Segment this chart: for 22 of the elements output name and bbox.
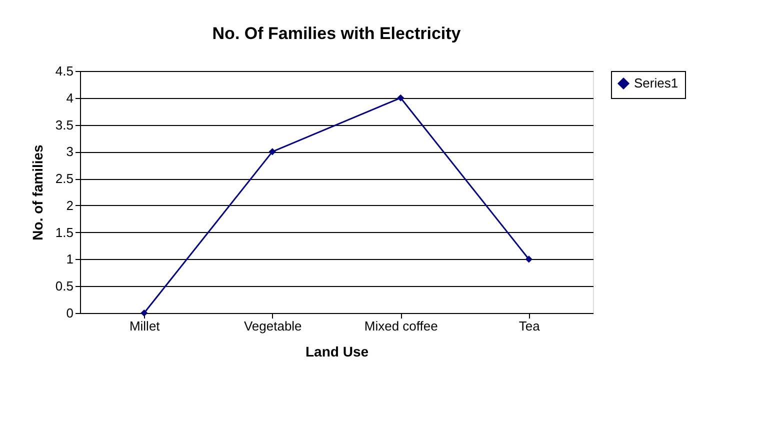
legend-label: Series1 <box>634 76 678 90</box>
y-tick-label: 3.5 <box>55 117 74 132</box>
y-tick-label: 1 <box>66 252 74 267</box>
y-tick-label: 3 <box>66 144 74 160</box>
point <box>397 94 404 102</box>
x-tick-label: Millet <box>129 318 160 334</box>
y-tick-label: 2 <box>66 198 74 213</box>
y-tick-label: 2.5 <box>55 171 74 186</box>
chart-title: No. Of Families with Electricity <box>212 24 462 43</box>
y-tick-label: 4.5 <box>55 64 74 78</box>
x-tick-label: Mixed coffee <box>364 318 438 334</box>
x-tick-label: Tea <box>518 318 541 334</box>
point <box>525 256 532 263</box>
y-tick-label: 1.5 <box>55 224 74 240</box>
x-axis-title: Land Use <box>305 344 369 360</box>
point <box>268 148 276 156</box>
point <box>140 309 148 317</box>
x-tick-label: Vegetable <box>244 318 302 334</box>
y-axis-title: No. of families <box>29 144 46 240</box>
y-tick-label: 4 <box>66 90 74 106</box>
y-tick-label: 0.5 <box>55 278 74 294</box>
y-tick-label: 0 <box>66 306 74 320</box>
